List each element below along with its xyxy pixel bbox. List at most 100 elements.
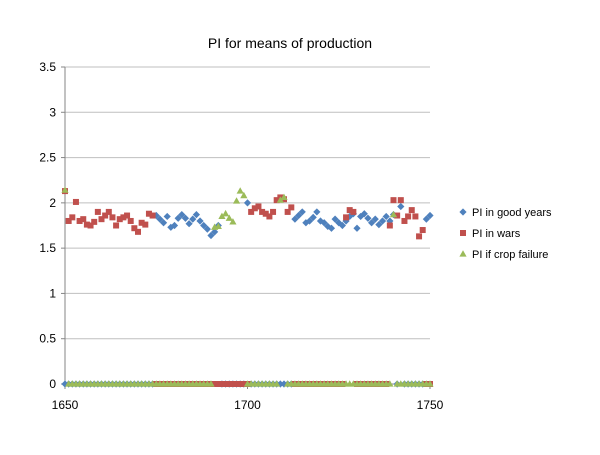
data-point <box>229 218 237 225</box>
gridlines <box>65 66 430 340</box>
data-point <box>61 186 69 193</box>
data-point <box>215 381 222 387</box>
data-point <box>72 198 79 205</box>
data-point <box>270 208 277 215</box>
data-point <box>419 227 426 234</box>
data-point <box>350 208 357 215</box>
x-tick-label: 1700 <box>234 398 261 412</box>
data-point <box>284 208 291 215</box>
chart-title: PI for means of production <box>208 35 372 51</box>
y-tick-label: 1.5 <box>39 241 56 255</box>
data-point <box>237 381 244 387</box>
legend-marker <box>459 208 467 216</box>
data-point <box>170 221 179 230</box>
data-point <box>138 219 145 226</box>
data-point <box>98 216 105 223</box>
data-point <box>273 197 280 204</box>
legend-marker <box>459 250 467 257</box>
y-tick-label: 3.5 <box>39 60 56 74</box>
data-point <box>397 202 405 211</box>
data-point <box>390 197 397 204</box>
data-point <box>338 221 346 230</box>
data-point <box>218 381 225 387</box>
legend: PI in good years PI in wars PI if crop fai… <box>459 207 552 261</box>
data-point <box>218 212 226 220</box>
data-point <box>113 222 120 229</box>
data-point <box>320 219 328 227</box>
data-point <box>416 233 423 240</box>
y-tick-label: 3 <box>49 105 56 119</box>
data-point <box>331 215 339 223</box>
data-point <box>305 217 314 225</box>
data-point <box>309 213 317 221</box>
data-point <box>298 208 306 216</box>
data-point <box>266 213 273 220</box>
data-point <box>131 225 138 232</box>
data-point <box>83 221 90 228</box>
data-point <box>102 212 109 219</box>
data-point <box>243 199 252 207</box>
y-tick-label: 1 <box>49 286 56 300</box>
data-point <box>386 380 394 387</box>
data-point <box>226 381 233 387</box>
data-point <box>288 204 295 211</box>
data-point <box>273 380 281 387</box>
data-point <box>222 209 230 217</box>
data-point <box>207 231 215 240</box>
data-point <box>135 228 141 235</box>
data-point <box>324 222 332 231</box>
data-point <box>302 219 310 227</box>
data-point <box>233 381 240 387</box>
y-tick-label: 0.5 <box>39 332 56 346</box>
data-point <box>262 210 269 217</box>
data-point <box>222 381 229 387</box>
data-point <box>276 196 284 203</box>
data-point <box>127 217 134 224</box>
data-point <box>313 208 321 216</box>
data-point <box>426 380 434 387</box>
data-point <box>236 187 244 194</box>
data-point <box>389 210 398 218</box>
data-point <box>240 381 247 387</box>
data-point <box>214 222 222 230</box>
data-point <box>87 222 94 229</box>
data-point <box>225 214 233 221</box>
data-point <box>200 221 208 230</box>
data-point <box>405 213 412 220</box>
data-point <box>69 214 76 221</box>
data-point <box>207 380 215 387</box>
data-point <box>422 215 430 223</box>
legend-label: PI in good years <box>472 207 552 219</box>
data-point <box>178 211 186 219</box>
y-tick-label: 2.5 <box>39 151 56 165</box>
data-point <box>163 212 171 221</box>
data-point <box>382 212 390 221</box>
data-point <box>408 207 415 214</box>
data-point <box>65 217 72 224</box>
data-point <box>251 205 258 212</box>
data-point <box>394 212 401 219</box>
data-point <box>116 216 123 223</box>
data-point <box>232 197 241 204</box>
data-point <box>259 208 266 215</box>
data-points <box>61 186 434 388</box>
data-point <box>149 212 156 219</box>
data-point <box>124 212 131 219</box>
data-point <box>211 228 219 236</box>
data-point <box>397 197 404 204</box>
data-point <box>401 217 408 224</box>
data-point <box>248 208 255 215</box>
data-point <box>156 215 164 223</box>
data-point <box>91 218 98 225</box>
data-point <box>327 224 336 232</box>
axes: 0 0.5 1 1.5 2 2.5 3 3.5 1650 1700 1750 <box>39 60 443 412</box>
legend-label: PI if crop failure <box>472 249 548 261</box>
data-point <box>109 214 116 221</box>
data-point <box>360 210 368 218</box>
data-point <box>346 207 353 214</box>
y-tick-label: 2 <box>49 196 56 210</box>
data-point <box>76 217 83 224</box>
x-tick-label: 1650 <box>52 398 79 412</box>
x-tick-label: 1750 <box>417 398 444 412</box>
